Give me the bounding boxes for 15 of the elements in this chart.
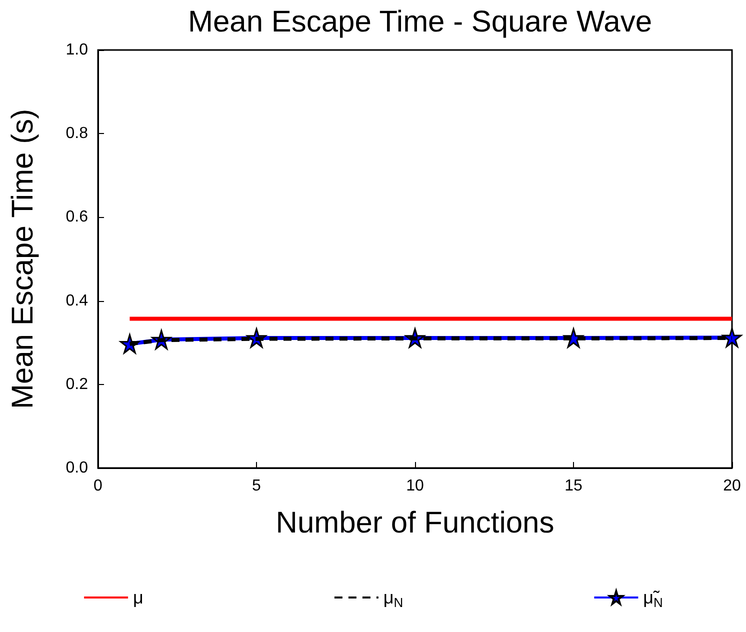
x-tick-label: 15 [564,478,582,494]
x-tick-label: 20 [723,478,741,494]
legend-label: μ [133,588,144,608]
x-tick-label: 10 [406,478,424,494]
y-tick-label: 0.4 [66,292,88,310]
chart-title: Mean Escape Time - Square Wave [188,6,652,38]
x-axis-title: Number of Functions [276,506,554,540]
x-tick-label: 0 [94,478,103,494]
y-tick-label: 1.0 [66,42,88,58]
y-tick-label: 0.0 [66,460,88,476]
y-tick-label: 0.6 [66,208,88,226]
x-tick-label: 5 [252,478,262,494]
y-axis-title: Mean Escape Time (s) [6,108,40,410]
y-tick-label: 0.2 [66,376,88,393]
y-tick-label: 0.8 [66,125,88,142]
